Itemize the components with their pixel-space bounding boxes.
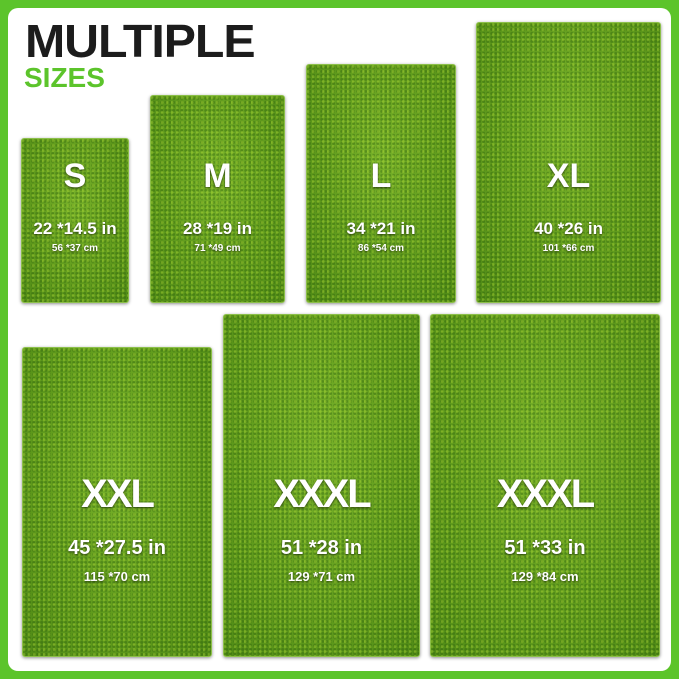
size-cm: 101 *66 cm	[542, 243, 595, 254]
size-inches: 45 *27.5 in	[68, 537, 166, 559]
size-inches: 28 *19 in	[183, 219, 252, 238]
size-label: XL	[546, 157, 591, 195]
size-inches: 51 *28 in	[280, 537, 363, 559]
size-cm: 86 *54 cm	[357, 243, 405, 254]
size-label: S	[63, 157, 87, 195]
size-label: L	[370, 157, 392, 195]
size-label: XXXL	[273, 472, 371, 516]
size-inches: 22 *14.5 in	[33, 219, 117, 238]
mat-l: L 34 *21 in 86 *54 cm	[306, 64, 456, 303]
size-label: XXXL	[496, 472, 595, 516]
size-cm: 56 *37 cm	[51, 243, 99, 254]
mat-xxxl-2: XXXL 51 *33 in 129 *84 cm	[430, 314, 660, 657]
size-inches: 40 *26 in	[534, 219, 603, 238]
mat-m: M 28 *19 in 71 *49 cm	[150, 95, 285, 303]
mat-xl: XL 40 *26 in 101 *66 cm	[476, 22, 661, 303]
size-inches: 34 *21 in	[346, 219, 416, 238]
mat-xxl: XXL 45 *27.5 in 115 *70 cm	[22, 347, 212, 657]
size-cm: 71 *49 cm	[194, 243, 241, 254]
size-cm: 129 *71 cm	[287, 569, 356, 584]
size-cm: 129 *84 cm	[511, 569, 579, 584]
size-inches: 51 *33 in	[504, 537, 586, 559]
mat-xxxl-1: XXXL 51 *28 in 129 *71 cm	[223, 314, 420, 657]
subtitle: SIZES	[24, 62, 105, 93]
size-label: M	[203, 157, 232, 195]
size-label: XXL	[81, 472, 155, 516]
mat-s: S 22 *14.5 in 56 *37 cm	[21, 138, 129, 303]
size-cm: 115 *70 cm	[83, 569, 151, 584]
title: MULTIPLE	[25, 15, 256, 67]
